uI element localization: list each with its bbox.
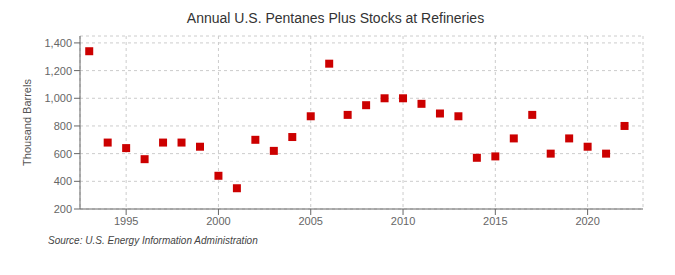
svg-text:Thousand Barrels: Thousand Barrels	[21, 79, 33, 166]
svg-text:2010: 2010	[391, 215, 415, 227]
svg-text:2015: 2015	[483, 215, 507, 227]
html-text:Annual U.S. Pentanes Plus Stoc: Annual U.S. Pentanes Plus Stocks at Refi…	[186, 10, 485, 26]
svg-text:2000: 2000	[206, 215, 230, 227]
html-text:Source: U.S. Energy Informatio: Source: U.S. Energy Information Administ…	[48, 235, 258, 246]
svg-text:1995: 1995	[114, 215, 138, 227]
svg-text:1,200: 1,200	[44, 65, 72, 77]
svg-text:1,400: 1,400	[44, 37, 72, 49]
svg-text:600: 600	[54, 148, 72, 160]
svg-text:800: 800	[54, 120, 72, 132]
svg-text:2020: 2020	[575, 215, 599, 227]
svg-text:2005: 2005	[298, 215, 322, 227]
svg-text:1,000: 1,000	[44, 92, 72, 104]
svg-text:400: 400	[54, 175, 72, 187]
svg-text:200: 200	[54, 203, 72, 215]
